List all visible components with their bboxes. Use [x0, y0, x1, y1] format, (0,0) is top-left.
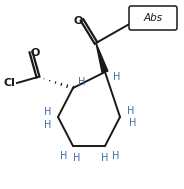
Text: H: H — [44, 107, 52, 117]
Text: H: H — [127, 106, 135, 116]
Text: H: H — [113, 72, 121, 82]
Text: O: O — [73, 16, 83, 26]
Text: H: H — [112, 151, 120, 161]
Text: Cl: Cl — [3, 78, 15, 88]
Text: H: H — [44, 120, 52, 130]
FancyBboxPatch shape — [129, 6, 177, 30]
Text: H: H — [60, 151, 68, 161]
Text: H: H — [129, 118, 137, 128]
Polygon shape — [96, 43, 108, 73]
Text: H: H — [78, 77, 86, 87]
Text: H: H — [73, 153, 81, 163]
Text: O: O — [30, 48, 40, 58]
Text: H: H — [101, 153, 109, 163]
Text: Abs: Abs — [144, 13, 162, 23]
